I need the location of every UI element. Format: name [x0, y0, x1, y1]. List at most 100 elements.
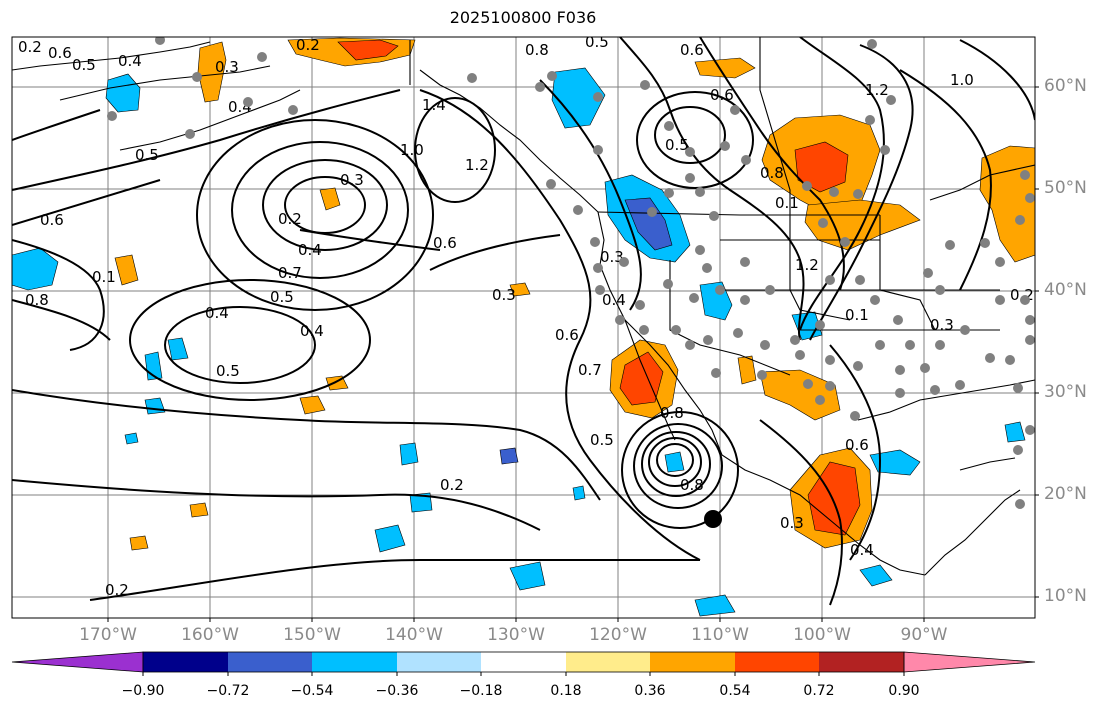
contour-label: 0.3: [780, 514, 804, 532]
contour-label: 0.3: [492, 286, 516, 304]
colorbar-tick-label: −0.18: [459, 683, 503, 699]
map-title: 2025100800 F036: [449, 8, 597, 27]
contour-label: 0.4: [602, 291, 626, 309]
contour-label: 0.5: [72, 56, 96, 74]
shade-negative: [509, 561, 546, 591]
contour-label: 0.3: [340, 171, 364, 189]
colorbar-tick-label: 0.72: [803, 683, 835, 699]
colorbar-segment: [735, 652, 819, 672]
shade-negative: [572, 485, 586, 501]
longitude-label: 160°W: [181, 625, 239, 645]
contour-label: 1.4: [422, 96, 446, 114]
contour-lines: [12, 37, 1035, 606]
shade-positive: [337, 39, 399, 61]
shade-positive: [189, 502, 209, 518]
contour-label: 0.5: [590, 431, 614, 449]
longitude-label: 110°W: [691, 625, 749, 645]
contour-label: 0.6: [433, 234, 457, 252]
contour-label: 0.6: [555, 326, 579, 344]
latitude-label: 40°N: [1044, 280, 1087, 300]
longitude-label: 90°W: [900, 625, 948, 645]
contour-label: 0.4: [118, 52, 142, 70]
contour-label: 0.5: [216, 362, 240, 380]
contour-label: 0.3: [600, 248, 624, 266]
colorbar-tick-label: 0.54: [719, 683, 751, 699]
contour-label: 0.6: [710, 86, 734, 104]
contour-label: 0.1: [775, 194, 799, 212]
longitude-label: 130°W: [487, 625, 545, 645]
shade-negative: [105, 73, 141, 113]
colorbar-tick-label: 0.90: [888, 683, 920, 699]
colorbar-tick-label: −0.90: [121, 683, 165, 699]
shade-negative: [624, 197, 673, 251]
longitude-label: 140°W: [385, 625, 443, 645]
contour-label: 0.5: [270, 288, 294, 306]
colorbar-tick-label: 0.36: [634, 683, 666, 699]
colorbar-tick-label: −0.72: [206, 683, 250, 699]
contour-label: 0.4: [205, 304, 229, 322]
latitude-label: 60°N: [1044, 76, 1087, 96]
colorbar-segment: [228, 652, 312, 672]
shade-negative: [694, 594, 736, 617]
contour-label: 0.2: [296, 36, 320, 54]
shade-negative: [167, 337, 189, 361]
contour-label: 1.2: [795, 256, 819, 274]
colorbar-segment: [566, 652, 650, 672]
axis-ticks: [107, 86, 1039, 622]
longitude-label: 120°W: [589, 625, 647, 645]
contour-label: 0.3: [215, 58, 239, 76]
contour-label: 0.2: [105, 581, 129, 599]
contour-label: 0.6: [40, 211, 64, 229]
graticule: [12, 37, 1035, 618]
latitude-label: 30°N: [1044, 382, 1087, 402]
contour-label: 0.2: [278, 210, 302, 228]
shade-positive: [694, 57, 756, 79]
contour-label: 1.0: [950, 71, 974, 89]
shade-negative: [399, 442, 419, 466]
shade-positive: [509, 282, 531, 297]
contour-label: 0.2: [440, 476, 464, 494]
contour-label: 0.1: [92, 268, 116, 286]
colorbar-segment: [481, 652, 566, 672]
storm-center-marker: [704, 510, 722, 528]
shade-negative: [551, 67, 606, 129]
station-markers: [107, 37, 1035, 509]
colorbar-segment: [650, 652, 735, 672]
colorbar-tick-label: −0.36: [375, 683, 419, 699]
shade-negative: [869, 449, 921, 476]
colorbar-tick-label: 0.18: [550, 683, 582, 699]
shade-negative: [409, 492, 433, 513]
colorbar-segment: [143, 652, 228, 672]
contour-labels: 0.2 0.6 0.5 0.4 0.3 0.4 0.2 0.5 0.6 0.8 …: [18, 33, 1034, 599]
contour-label: 1.2: [865, 81, 889, 99]
contour-label: 0.5: [135, 146, 159, 164]
colorbar-segment: [819, 652, 904, 672]
colorbar-segment: [397, 652, 481, 672]
contour-label: 0.8: [25, 291, 49, 309]
shade-positive: [794, 141, 849, 193]
contour-label: 0.1: [845, 306, 869, 324]
shade-positive: [129, 535, 149, 551]
shade-negative: [124, 432, 139, 445]
contour-label: 1.2: [465, 156, 489, 174]
coastlines: [12, 37, 1035, 576]
shade-positive: [759, 369, 841, 421]
shade-positive: [737, 355, 757, 385]
shade-positive: [319, 187, 341, 211]
colorbar: [11, 651, 1036, 676]
shade-positive: [114, 254, 139, 286]
shade-positive: [299, 395, 326, 415]
shade-negative: [1004, 421, 1026, 443]
contour-label: 1.0: [400, 141, 424, 159]
plot-frame: [11, 36, 1036, 619]
contour-label: 0.5: [585, 33, 609, 51]
contour-label: 0.7: [578, 361, 602, 379]
shade-negative: [499, 447, 519, 465]
shade-positive: [197, 41, 227, 103]
shade-negative: [374, 524, 406, 553]
longitude-label: 150°W: [283, 625, 341, 645]
longitude-label: 100°W: [793, 625, 851, 645]
contour-label: 0.6: [680, 41, 704, 59]
latitude-label: 20°N: [1044, 484, 1087, 504]
latitude-label: 10°N: [1044, 586, 1087, 606]
